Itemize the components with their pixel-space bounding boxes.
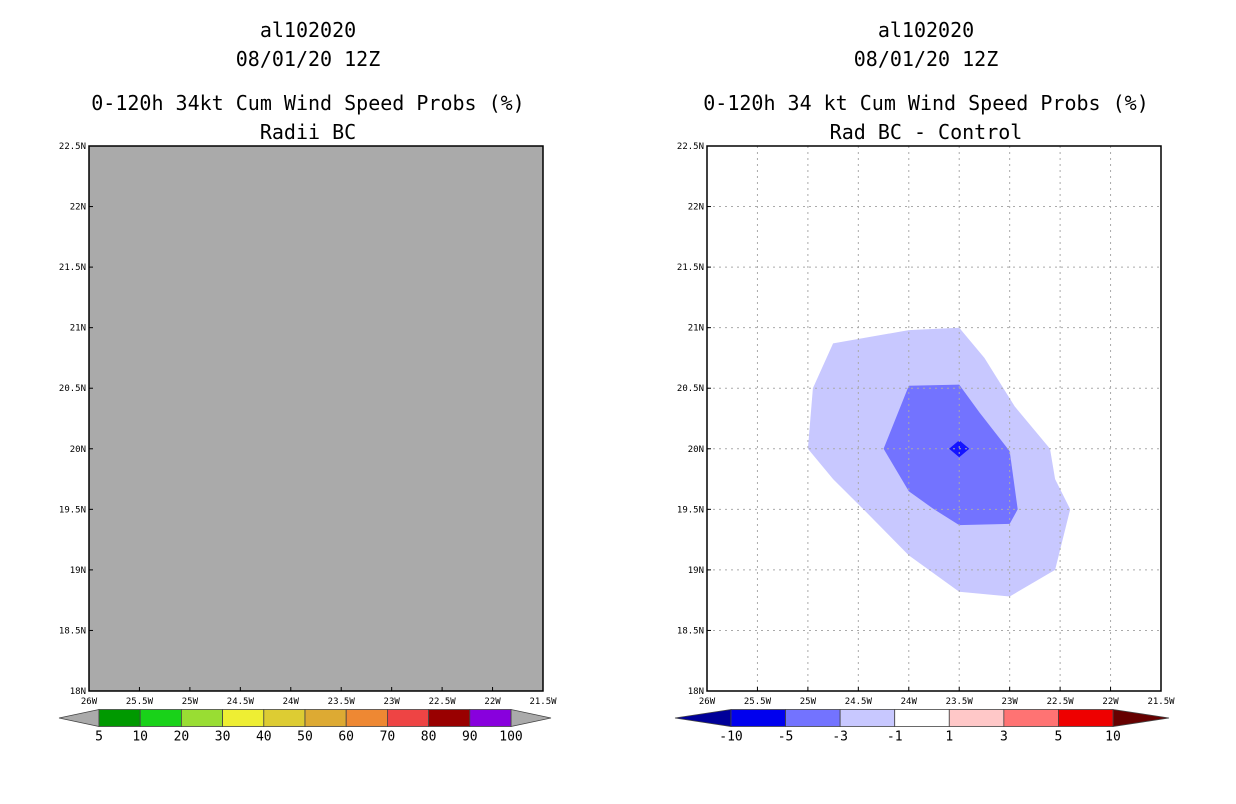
colorbar-label: -10 xyxy=(719,730,742,745)
colorbar-swatch xyxy=(894,709,950,727)
colorbar-arrow-right xyxy=(510,709,552,727)
y-tick-label: 19.5N xyxy=(677,505,704,515)
x-tick-label: 22W xyxy=(1102,697,1119,707)
colorbar-label: 50 xyxy=(297,730,313,745)
colorbar-swatch xyxy=(785,709,841,727)
y-tick-label: 20.5N xyxy=(677,384,704,394)
colorbar-label: 20 xyxy=(174,730,190,745)
colorbar-swatch xyxy=(386,709,429,727)
datetime-title: 08/01/20 12Z xyxy=(236,47,381,71)
x-tick-label: 23.5W xyxy=(946,697,974,707)
colorbar: -10 -5 -3 -1 1 3 5 10 xyxy=(674,709,1170,745)
colorbar-swatch xyxy=(839,709,896,727)
x-tick-label: 22.5W xyxy=(429,697,457,707)
storm-id-title: al102020 xyxy=(260,18,356,42)
x-tick-label: 23W xyxy=(1002,697,1019,707)
colorbar-swatch xyxy=(139,709,182,727)
colorbar-label: 60 xyxy=(338,730,354,745)
colorbar-swatch xyxy=(263,709,306,727)
plot-area xyxy=(89,146,543,691)
x-tick-label: 22.5W xyxy=(1047,697,1075,707)
y-tick-label: 18N xyxy=(688,687,704,697)
colorbar-swatch xyxy=(98,709,141,727)
x-tick-label: 26W xyxy=(699,697,716,707)
y-tick-label: 20N xyxy=(688,445,704,455)
colorbar-swatch xyxy=(948,709,1005,727)
colorbar: 5 10 20 30 40 50 60 70 80 90 100 xyxy=(58,709,552,745)
plot-frame xyxy=(88,145,544,692)
colorbar-swatch xyxy=(428,709,471,727)
y-tick-label: 22N xyxy=(70,203,86,213)
colorbar-swatch xyxy=(1003,709,1059,727)
colorbar-label: 5 xyxy=(95,730,103,745)
colorbar-swatch xyxy=(345,709,388,727)
x-tick-label: 25.5W xyxy=(744,697,772,707)
y-tick-label: 18N xyxy=(70,687,86,697)
x-tick-label: 25W xyxy=(800,697,817,707)
colorbar-swatch xyxy=(222,709,265,727)
y-tick-label: 21N xyxy=(688,324,704,334)
colorbar-label: 70 xyxy=(380,730,396,745)
x-tick-label: 23W xyxy=(384,697,401,707)
colorbar-label: 30 xyxy=(215,730,231,745)
colorbar-arrow-right xyxy=(1112,709,1170,727)
y-tick-label: 21.5N xyxy=(59,263,86,273)
colorbar-label: 40 xyxy=(256,730,272,745)
datetime-title: 08/01/20 12Z xyxy=(854,47,999,71)
panel-2: al102020 08/01/20 12Z 0-120h 34 kt Cum Win… xyxy=(674,18,1175,745)
colorbar-swatch xyxy=(730,709,786,727)
colorbar-label: 10 xyxy=(1105,730,1121,745)
plot-frame xyxy=(706,145,1162,692)
y-tick-label: 19N xyxy=(688,566,704,576)
colorbar-label: -3 xyxy=(832,730,848,745)
x-tick-label: 22W xyxy=(484,697,501,707)
x-tick-label: 21.5W xyxy=(529,697,557,707)
colorbar-swatch xyxy=(304,709,347,727)
x-tick-label: 24W xyxy=(901,697,918,707)
x-tick-label: 25W xyxy=(182,697,199,707)
y-tick-label: 21N xyxy=(70,324,86,334)
x-tick-label: 21.5W xyxy=(1147,697,1175,707)
colorbar-swatch xyxy=(1058,709,1114,727)
y-tick-label: 22.5N xyxy=(59,142,86,152)
chart-subtitle: Radii BC xyxy=(260,120,356,144)
colorbar-label: 90 xyxy=(462,730,478,745)
colorbar-label: -1 xyxy=(887,730,903,745)
chart-title: 0-120h 34 kt Cum Wind Speed Probs (%) xyxy=(703,91,1149,115)
x-tick-label: 23.5W xyxy=(328,697,356,707)
colorbar-label: 3 xyxy=(1000,730,1008,745)
colorbar-swatch xyxy=(469,709,512,727)
x-tick-label: 26W xyxy=(81,697,98,707)
colorbar-label: 5 xyxy=(1055,730,1063,745)
contour-medium-blue xyxy=(883,384,1018,526)
y-tick-label: 18.5N xyxy=(677,626,704,636)
x-tick-label: 24.5W xyxy=(845,697,873,707)
colorbar-label: 10 xyxy=(132,730,148,745)
y-tick-label: 19.5N xyxy=(59,505,86,515)
x-tick-label: 24.5W xyxy=(227,697,255,707)
y-tick-label: 21.5N xyxy=(677,263,704,273)
colorbar-swatch xyxy=(180,709,223,727)
y-tick-label: 20.5N xyxy=(59,384,86,394)
colorbar-arrow-left xyxy=(674,709,732,727)
y-tick-label: 22N xyxy=(688,203,704,213)
y-tick-label: 20N xyxy=(70,445,86,455)
x-tick-label: 24W xyxy=(283,697,300,707)
chart-subtitle: Rad BC - Control xyxy=(830,120,1023,144)
y-tick-label: 22.5N xyxy=(677,142,704,152)
colorbar-label: 1 xyxy=(945,730,953,745)
panel-1: al102020 08/01/20 12Z 0-120h 34kt Cum Wind… xyxy=(59,18,557,745)
colorbar-label: 100 xyxy=(499,730,522,745)
colorbar-label: 80 xyxy=(421,730,437,745)
colorbar-label: -5 xyxy=(778,730,794,745)
chart-title: 0-120h 34kt Cum Wind Speed Probs (%) xyxy=(91,91,524,115)
x-tick-label: 25.5W xyxy=(126,697,154,707)
storm-id-title: al102020 xyxy=(878,18,974,42)
y-tick-label: 18.5N xyxy=(59,626,86,636)
colorbar-arrow-left xyxy=(58,709,100,727)
y-tick-label: 19N xyxy=(70,566,86,576)
